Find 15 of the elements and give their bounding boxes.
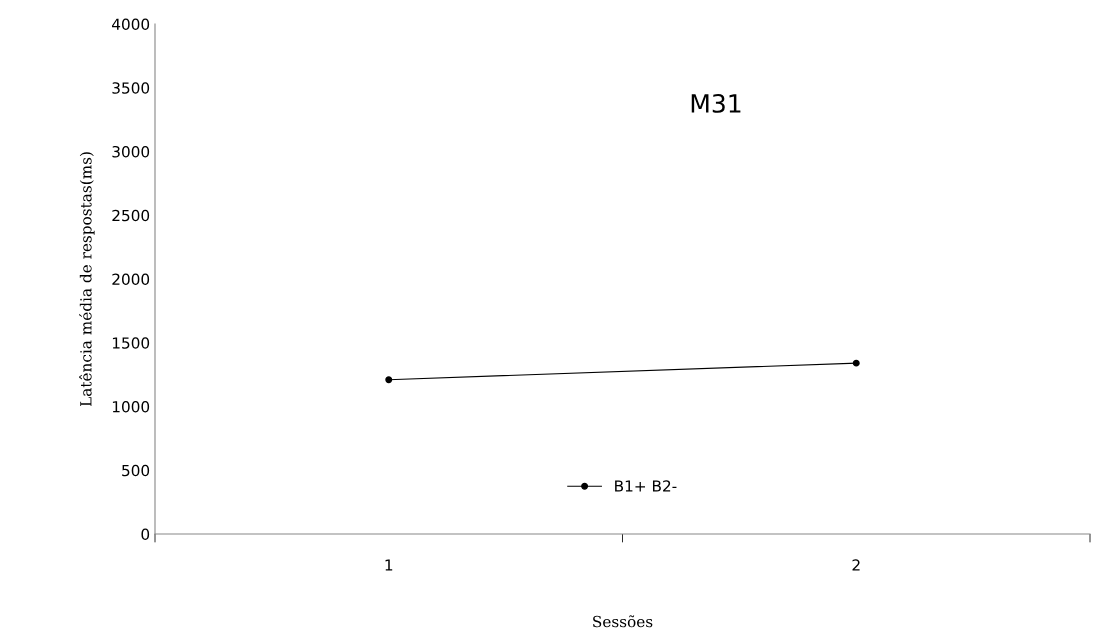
text: M31 xyxy=(691,93,741,113)
y-tick-label: 2000 xyxy=(112,273,150,286)
y-tick-label: 3000 xyxy=(112,145,150,158)
y-axis-title: Latência média de respostas(ms) xyxy=(79,152,95,407)
y-tick-label: 0 xyxy=(141,528,150,541)
y-tick-label: 2500 xyxy=(112,209,150,222)
y-tick-label: 500 xyxy=(122,464,150,477)
legend-label: B1+ B2- xyxy=(615,480,677,492)
y-tick-label: 3500 xyxy=(112,82,150,94)
y-tick-label: 1000 xyxy=(112,400,150,413)
x-tick-label: 1 xyxy=(385,559,393,571)
x-tick-label: 2 xyxy=(852,559,860,571)
x-axis-title: Sessões xyxy=(593,615,653,628)
y-tick-label: 1500 xyxy=(112,337,150,349)
y-tick-label: 4000 xyxy=(112,18,150,31)
